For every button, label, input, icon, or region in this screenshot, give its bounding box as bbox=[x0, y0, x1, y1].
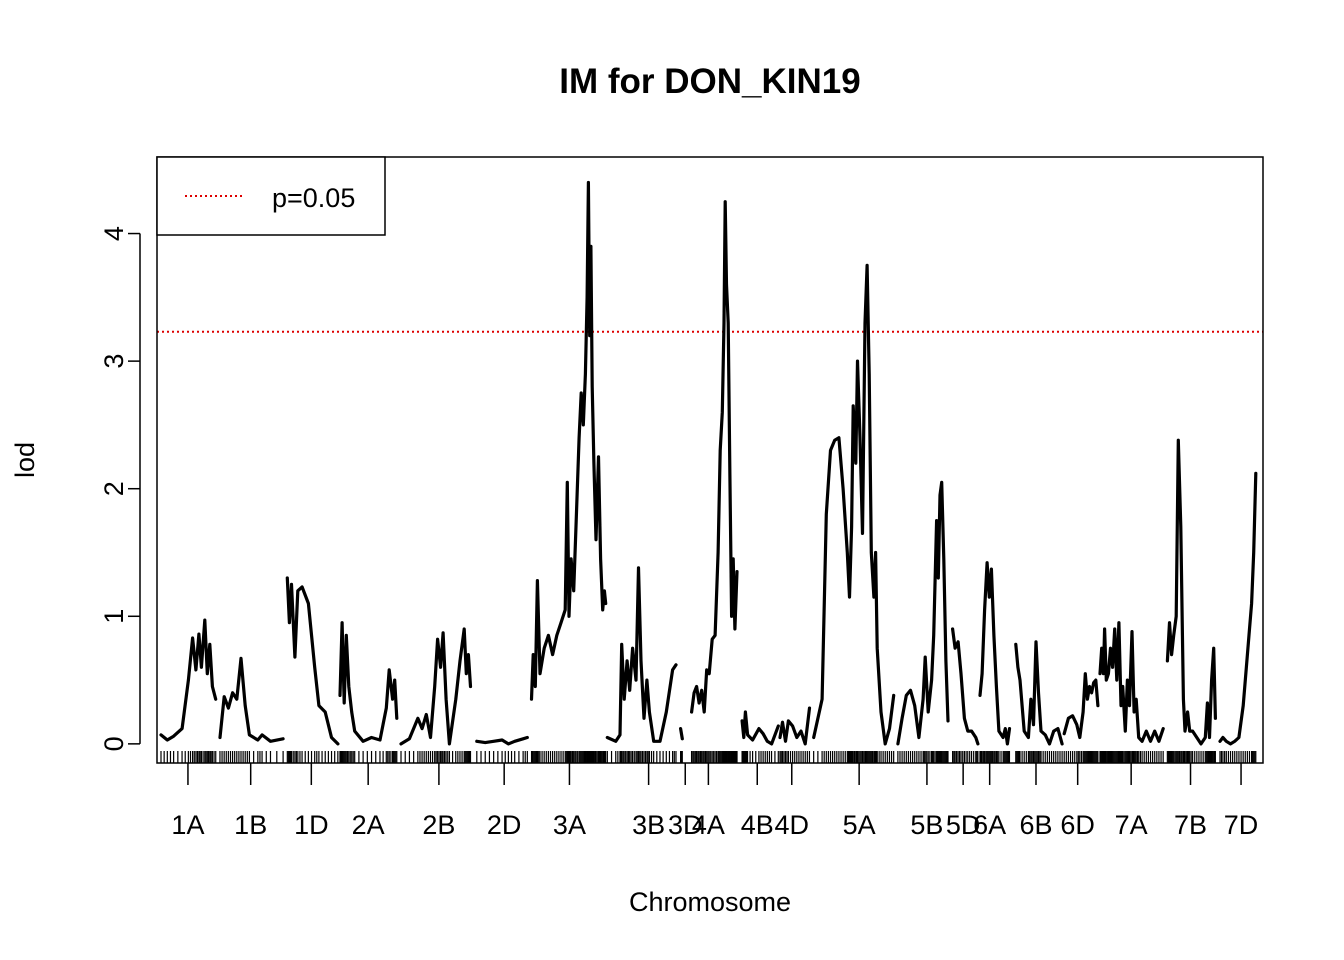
lod-curve-7D bbox=[1218, 471, 1258, 746]
x-tick-label-4A: 4A bbox=[692, 810, 725, 840]
x-tick-label-3A: 3A bbox=[553, 810, 586, 840]
x-tick-label-7D: 7D bbox=[1224, 810, 1259, 840]
lod-curve-3D bbox=[679, 727, 684, 741]
lod-curve-5D bbox=[951, 627, 980, 746]
x-tick-label-1D: 1D bbox=[294, 810, 329, 840]
x-tick-label-7B: 7B bbox=[1174, 810, 1207, 840]
lod-curve-1B bbox=[218, 656, 285, 743]
lod-curve-5B bbox=[896, 480, 950, 746]
x-tick-label-5B: 5B bbox=[910, 810, 943, 840]
y-axis-label: lod bbox=[10, 442, 40, 478]
x-tick-label-1A: 1A bbox=[171, 810, 204, 840]
marker-rug bbox=[160, 751, 1257, 763]
x-tick-label-6D: 6D bbox=[1060, 810, 1095, 840]
lod-curve-3A bbox=[529, 180, 608, 701]
x-tick-label-5A: 5A bbox=[843, 810, 876, 840]
lod-curve-7B bbox=[1165, 438, 1217, 746]
x-tick-label-3B: 3B bbox=[632, 810, 665, 840]
y-tick-label: 0 bbox=[99, 736, 129, 751]
lod-curve-3B bbox=[605, 566, 678, 743]
legend-label: p=0.05 bbox=[272, 183, 355, 213]
y-tick-label: 4 bbox=[99, 226, 129, 241]
y-tick-label: 3 bbox=[99, 354, 129, 369]
y-tick-label: 1 bbox=[99, 609, 129, 624]
lod-curve-1A bbox=[159, 618, 218, 742]
lod-curve-2D bbox=[475, 735, 529, 746]
lod-curve-7A bbox=[1098, 621, 1165, 743]
x-tick-label-4B: 4B bbox=[741, 810, 774, 840]
y-tick-label: 2 bbox=[99, 481, 129, 496]
lod-curve-6D bbox=[1062, 672, 1100, 740]
x-tick-label-6A: 6A bbox=[973, 810, 1006, 840]
lod-curve-2B bbox=[399, 627, 473, 746]
lod-curve-2A bbox=[338, 621, 399, 743]
x-tick-label-2D: 2D bbox=[487, 810, 522, 840]
lod-curve-6B bbox=[1014, 640, 1064, 746]
x-tick-label-2A: 2A bbox=[352, 810, 385, 840]
x-tick-label-3D: 3D bbox=[668, 810, 703, 840]
lod-curve-4A bbox=[690, 200, 739, 714]
x-tick-label-2B: 2B bbox=[422, 810, 455, 840]
x-tick-label-1B: 1B bbox=[234, 810, 267, 840]
lod-curve-6A bbox=[978, 561, 1012, 746]
plot-area bbox=[157, 180, 1263, 763]
legend: p=0.05 bbox=[156, 156, 386, 236]
plot-frame bbox=[156, 156, 1264, 764]
x-tick-label-6B: 6B bbox=[1019, 810, 1052, 840]
lod-curve-4D bbox=[778, 706, 812, 746]
lod-curve-1D bbox=[285, 576, 340, 746]
x-tick-label-4D: 4D bbox=[775, 810, 810, 840]
lod-curve-4B bbox=[740, 710, 780, 746]
x-tick-label-5D: 5D bbox=[946, 810, 981, 840]
x-axis-label: Chromosome bbox=[629, 887, 791, 917]
x-tick-label-7A: 7A bbox=[1115, 810, 1148, 840]
chart-title: IM for DON_KIN19 bbox=[559, 62, 860, 101]
y-axis: 0 1 2 3 4 bbox=[99, 226, 141, 751]
lod-curve-5A bbox=[812, 263, 896, 746]
